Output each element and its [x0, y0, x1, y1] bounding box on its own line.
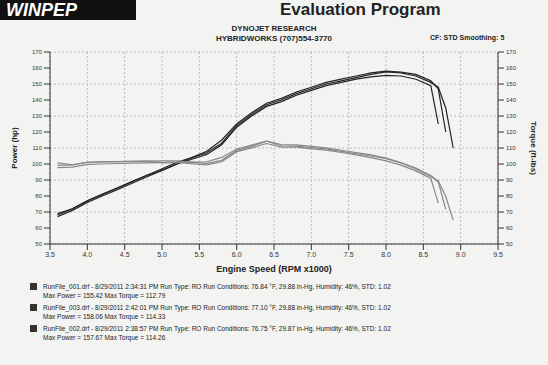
svg-text:70: 70: [506, 209, 513, 215]
svg-text:3.5: 3.5: [45, 251, 55, 258]
svg-text:6.0: 6.0: [232, 251, 242, 258]
html-text:DYNOJET RESEARCH: DYNOJET RESEARCH: [231, 24, 317, 33]
svg-text:7.5: 7.5: [344, 251, 354, 258]
svg-text:140: 140: [32, 97, 43, 103]
svg-text:4.5: 4.5: [120, 251, 130, 258]
html-text:HYBRIDWORKS (707)554-3770: HYBRIDWORKS (707)554-3770: [216, 34, 332, 43]
html-text:Max Power = 158.06 Max Torque: Max Power = 158.06 Max Torque = 114.33: [43, 313, 166, 320]
svg-text:170: 170: [32, 49, 43, 55]
html-text:RunFile_003.drf - 8/29/2011 2:: RunFile_003.drf - 8/29/2011 2:42:01 PM R…: [43, 304, 391, 311]
html-text:RunFile_002.drf - 8/29/2011 2:: RunFile_002.drf - 8/29/2011 2:38:57 PM R…: [43, 325, 391, 332]
html-text:RunFile_001.drf - 8/29/2011 2:: RunFile_001.drf - 8/29/2011 2:34:31 PM R…: [43, 283, 391, 290]
svg-text:7.0: 7.0: [306, 251, 316, 258]
svg-text:170: 170: [506, 49, 517, 55]
svg-text:140: 140: [506, 97, 517, 103]
html-text:Max Power = 155.42 Max Torque: Max Power = 155.42 Max Torque = 112.79: [43, 292, 166, 299]
svg-text:80: 80: [35, 193, 42, 199]
svg-text:160: 160: [32, 65, 43, 71]
svg-text:50: 50: [35, 241, 42, 247]
html-text:Max Power = 157.67 Max Torque: Max Power = 157.67 Max Torque = 114.26: [43, 334, 166, 341]
svg-text:110: 110: [506, 145, 516, 151]
svg-text:150: 150: [506, 81, 517, 87]
svg-text:8.5: 8.5: [418, 251, 428, 258]
svg-text:60: 60: [35, 225, 42, 231]
svg-text:Power (hp): Power (hp): [10, 127, 19, 169]
html-text:CF: STD Smoothing: 5: CF: STD Smoothing: 5: [430, 34, 505, 41]
svg-text:8.0: 8.0: [381, 251, 391, 258]
svg-text:100: 100: [506, 161, 517, 167]
svg-text:130: 130: [32, 113, 43, 119]
svg-text:5.5: 5.5: [194, 251, 204, 258]
svg-text:70: 70: [35, 209, 42, 215]
svg-text:150: 150: [32, 81, 43, 87]
svg-text:120: 120: [506, 129, 517, 135]
html-text:WINPEP: WINPEP: [6, 0, 77, 20]
svg-text:110: 110: [32, 145, 42, 151]
svg-text:130: 130: [506, 113, 517, 119]
svg-text:4.0: 4.0: [82, 251, 92, 258]
svg-text:60: 60: [506, 225, 513, 231]
svg-text:9.5: 9.5: [493, 251, 503, 258]
svg-text:160: 160: [506, 65, 517, 71]
svg-text:80: 80: [506, 193, 513, 199]
svg-text:90: 90: [506, 177, 513, 183]
svg-text:Torque (ft-lbs): Torque (ft-lbs): [529, 121, 538, 175]
svg-text:100: 100: [32, 161, 43, 167]
svg-text:Engine Speed (RPM x1000): Engine Speed (RPM x1000): [216, 264, 332, 274]
svg-text:50: 50: [506, 241, 513, 247]
svg-text:6.5: 6.5: [269, 251, 279, 258]
svg-text:5.0: 5.0: [157, 251, 167, 258]
svg-text:90: 90: [35, 177, 42, 183]
svg-text:9.0: 9.0: [456, 251, 466, 258]
svg-text:120: 120: [32, 129, 43, 135]
html-text:Evaluation Program: Evaluation Program: [280, 0, 441, 19]
